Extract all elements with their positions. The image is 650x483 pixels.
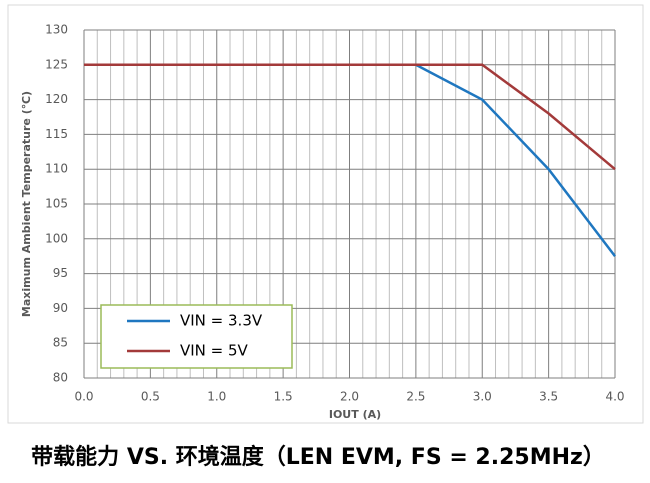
- y-tick-label: 100: [45, 231, 68, 245]
- legend-label: VIN = 5V: [180, 342, 249, 360]
- y-tick-label: 80: [53, 371, 68, 385]
- legend-label: VIN = 3.3V: [180, 312, 263, 330]
- x-tick-label: 3.0: [473, 390, 492, 404]
- x-tick-label: 1.5: [274, 390, 293, 404]
- y-tick-label: 105: [45, 197, 68, 211]
- y-tick-label: 85: [53, 336, 68, 350]
- x-tick-label: 1.0: [207, 390, 226, 404]
- y-tick-label: 90: [53, 301, 68, 315]
- caption: 带载能力 VS. 环境温度（LEN EVM, FS = 2.25MHz）: [31, 444, 605, 470]
- y-tick-label: 125: [45, 57, 68, 71]
- y-tick-label: 130: [45, 23, 68, 37]
- x-tick-label: 0.0: [74, 390, 93, 404]
- x-tick-label: 2.0: [340, 390, 359, 404]
- y-tick-label: 95: [53, 266, 68, 280]
- legend-box: [100, 304, 293, 369]
- y-tick-label: 110: [45, 162, 68, 176]
- series-line: [84, 63, 616, 171]
- y-tick-label: 120: [45, 92, 68, 106]
- x-axis-label: IOUT (A): [329, 408, 381, 421]
- y-tick-label: 115: [45, 127, 68, 141]
- x-tick-label: 0.5: [141, 390, 160, 404]
- y-axis-label: Maximum Ambient Temperature (℃): [20, 91, 33, 317]
- x-tick-label: 3.5: [539, 390, 558, 404]
- x-tick-label: 4.0: [605, 390, 624, 404]
- x-tick-label: 2.5: [406, 390, 425, 404]
